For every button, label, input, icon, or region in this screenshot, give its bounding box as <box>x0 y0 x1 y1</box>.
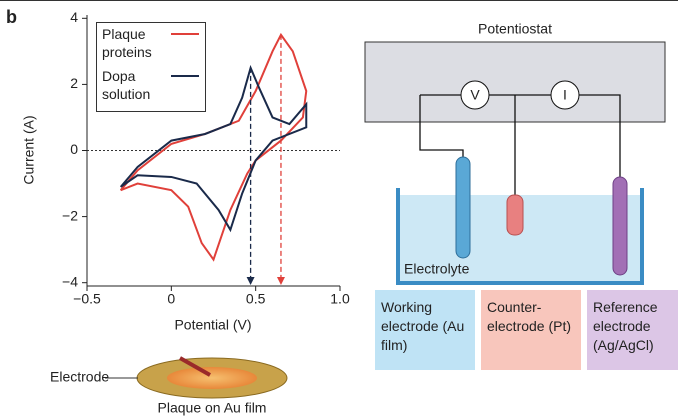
y-tick-label: 2 <box>70 75 78 91</box>
ammeter-label: I <box>563 87 567 103</box>
electrolyte-label: Electrolyte <box>404 261 470 277</box>
x-tick-label: 0.5 <box>246 291 266 307</box>
y-tick-label: −4 <box>62 273 78 289</box>
figure: b Current (A) Potential (V) Potentiostat… <box>0 0 678 417</box>
legend-swatch <box>171 33 199 35</box>
reference-electrode <box>613 177 627 275</box>
plaque <box>167 367 257 389</box>
y-tick-label: 0 <box>70 141 78 157</box>
working-electrode <box>456 157 470 258</box>
voltmeter-label: V <box>470 87 480 103</box>
y-tick-label: −2 <box>62 207 78 223</box>
legend-entry: Dopa solution <box>102 67 164 103</box>
reference-box: Reference electrode (Ag/AgCl) <box>587 290 678 370</box>
x-axis-label: Potential (V) <box>174 317 251 333</box>
y-axis-label: Current (A) <box>21 115 37 184</box>
plaque-label: Plaque on Au film <box>158 400 267 416</box>
potentiostat-label: Potentiostat <box>478 21 552 37</box>
peak-arrow <box>277 277 285 285</box>
counter-box: Counter-electrode (Pt) <box>481 290 581 370</box>
legend: Plaque proteins Dopa solution <box>96 22 206 112</box>
panel-label: b <box>6 7 17 27</box>
legend-swatch <box>171 75 199 77</box>
legend-entry: Plaque proteins <box>102 25 164 61</box>
counter-electrode <box>507 195 523 235</box>
x-tick-label: −0.5 <box>73 291 101 307</box>
x-tick-label: 1.0 <box>330 291 350 307</box>
x-tick-label: 0 <box>167 291 175 307</box>
peak-arrow <box>247 277 255 285</box>
electrode-label: Electrode <box>50 369 109 385</box>
working-box: Working electrode (Au film) <box>375 290 475 370</box>
y-tick-label: 4 <box>70 9 78 25</box>
